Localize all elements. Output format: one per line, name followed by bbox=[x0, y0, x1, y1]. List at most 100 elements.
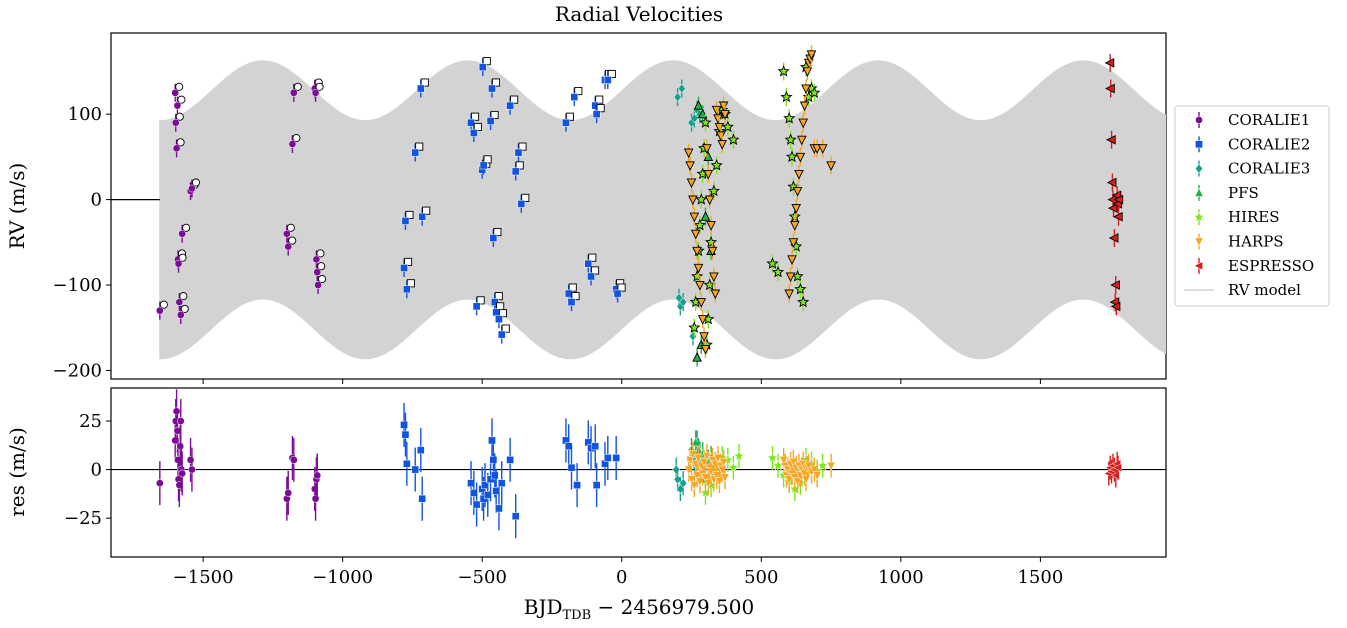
data-point bbox=[685, 161, 695, 172]
data-point bbox=[704, 235, 718, 248]
model-point bbox=[179, 292, 188, 301]
data-point bbox=[603, 76, 612, 84]
legend-marker bbox=[1193, 211, 1205, 222]
residual-point bbox=[311, 494, 320, 503]
series-coralie1 bbox=[155, 78, 327, 324]
data-point bbox=[703, 169, 714, 180]
model-point bbox=[405, 210, 414, 220]
data-point bbox=[567, 298, 576, 306]
data-point bbox=[697, 315, 708, 325]
data-point bbox=[797, 295, 810, 308]
residual-point bbox=[603, 454, 612, 462]
series-espresso bbox=[1104, 53, 1124, 316]
data-point bbox=[702, 144, 712, 154]
legend-item-coralie1: CORALIE1 bbox=[1195, 111, 1310, 129]
residual-point bbox=[400, 421, 408, 429]
data-point bbox=[766, 257, 779, 269]
data-point bbox=[488, 84, 496, 93]
legend-label: RV model bbox=[1228, 281, 1301, 299]
legend-item-coralie2: CORALIE2 bbox=[1195, 135, 1310, 153]
data-point bbox=[416, 84, 425, 93]
residual-point bbox=[817, 459, 829, 471]
residual-point bbox=[176, 417, 185, 425]
data-point bbox=[707, 184, 720, 197]
data-point bbox=[783, 112, 796, 124]
legend-label: CORALIE1 bbox=[1228, 111, 1310, 129]
data-point bbox=[517, 200, 526, 208]
model-point bbox=[292, 134, 301, 143]
model-point bbox=[518, 142, 527, 151]
residual-point bbox=[766, 452, 779, 463]
data-point bbox=[312, 255, 321, 264]
data-point bbox=[785, 150, 799, 163]
data-point bbox=[692, 246, 702, 257]
legend-item-coralie3: CORALIE3 bbox=[1195, 160, 1310, 178]
residual-point bbox=[172, 407, 181, 416]
data-point bbox=[592, 110, 601, 119]
data-point bbox=[795, 152, 806, 163]
residual-point bbox=[591, 442, 600, 451]
residual-point bbox=[511, 512, 520, 521]
data-point bbox=[467, 118, 475, 127]
data-point bbox=[801, 84, 811, 95]
data-point bbox=[514, 148, 523, 157]
data-point bbox=[784, 289, 795, 300]
legend-label: PFS bbox=[1228, 184, 1259, 202]
bottom-x-tick-label: 500 bbox=[744, 567, 778, 588]
model-point bbox=[588, 253, 597, 262]
residual-point bbox=[178, 469, 187, 478]
model-point bbox=[175, 82, 184, 91]
model-point bbox=[491, 78, 501, 87]
data-point bbox=[178, 229, 187, 238]
model-point bbox=[422, 206, 431, 215]
data-point bbox=[489, 234, 498, 242]
residual-point bbox=[188, 465, 196, 474]
data-point bbox=[311, 88, 320, 97]
model-point bbox=[571, 292, 580, 301]
data-point bbox=[411, 148, 420, 157]
residual-point bbox=[313, 471, 322, 480]
model-point bbox=[595, 95, 604, 104]
legend-label: ESPRESSO bbox=[1228, 257, 1314, 275]
bottom-panel: 25 0 −25 −1500 −1000 −500 0 500 1000 1500 res (m/… bbox=[5, 387, 1167, 588]
data-point bbox=[785, 272, 796, 283]
data-point bbox=[1106, 177, 1117, 188]
data-point bbox=[806, 50, 817, 61]
data-point bbox=[787, 255, 797, 266]
data-point bbox=[675, 292, 683, 303]
legend-box bbox=[1174, 105, 1330, 307]
data-point bbox=[690, 229, 701, 240]
data-point bbox=[284, 242, 293, 251]
data-point bbox=[688, 195, 698, 206]
residual-point bbox=[483, 490, 492, 499]
residual-point bbox=[720, 473, 730, 483]
data-point bbox=[479, 161, 488, 170]
model-point bbox=[617, 283, 626, 292]
residual-point bbox=[506, 456, 514, 464]
legend-item-espresso: ESPRESSO bbox=[1193, 257, 1314, 275]
model-point bbox=[490, 110, 499, 120]
data-point bbox=[788, 238, 799, 248]
data-point bbox=[469, 129, 478, 137]
data-point bbox=[796, 135, 807, 146]
model-point bbox=[159, 300, 168, 309]
model-point bbox=[565, 112, 574, 121]
data-point bbox=[401, 217, 410, 225]
data-point bbox=[570, 93, 579, 101]
residual-point bbox=[812, 471, 822, 481]
data-point bbox=[808, 86, 821, 98]
residual-point bbox=[1112, 463, 1122, 473]
residual-point bbox=[727, 461, 739, 473]
residual-point bbox=[490, 471, 499, 480]
x-axis-label: BJDTDB − 2456979.500 bbox=[524, 595, 754, 623]
residual-point bbox=[809, 465, 819, 475]
data-point bbox=[683, 148, 694, 159]
model-point bbox=[515, 161, 524, 170]
residual-point bbox=[284, 489, 293, 497]
data-point bbox=[792, 186, 803, 197]
data-point bbox=[798, 118, 809, 129]
residual-point bbox=[495, 504, 503, 513]
top-y-tick-label: −100 bbox=[53, 275, 102, 296]
residual-point bbox=[692, 471, 702, 481]
